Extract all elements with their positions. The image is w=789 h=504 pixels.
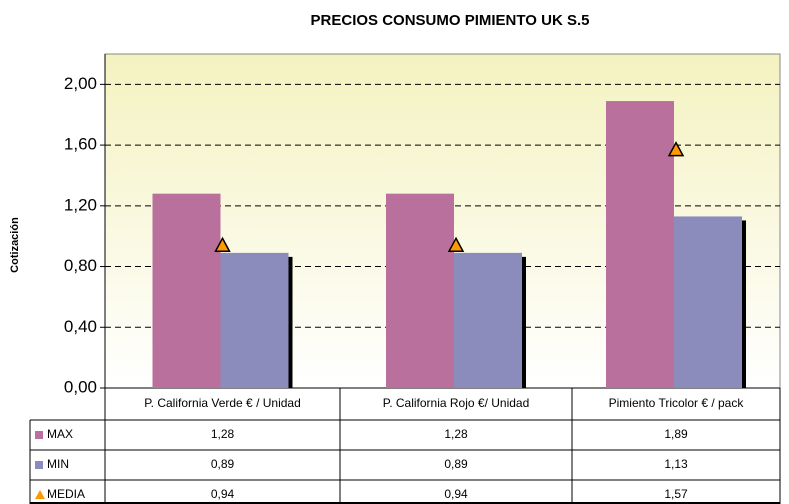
chart-title: PRECIOS CONSUMO PIMIENTO UK S.5 [311,12,590,29]
marker [447,236,465,253]
y-tick-label: 0,00 [64,377,97,396]
x-tick-label: P. California Rojo €/ Unidad [383,396,530,410]
y-tick-label: 1,60 [64,135,97,154]
bar [152,193,221,388]
table-value: 1,28 [211,427,235,441]
marker [667,141,685,157]
bar [386,193,454,388]
table-value: 1,89 [664,427,688,441]
x-tick-label: P. California Verde € / Unidad [144,396,301,410]
legend-label: MAX [47,427,73,441]
y-tick-label: 0,80 [64,256,97,275]
bar [454,252,522,388]
y-tick-label: 0,40 [64,317,97,336]
table-value: 1,13 [664,457,688,471]
table-value: 1,28 [444,427,468,441]
y-tick-label: 1,20 [64,195,97,214]
legend-key [35,431,43,439]
legend-label: MIN [47,457,69,471]
bar-shadow [288,256,293,388]
table-value: 0,89 [211,457,235,471]
bar [220,252,289,388]
bar [674,216,742,388]
y-axis-label: Cotización [9,217,21,273]
bar-shadow [522,256,526,388]
table-value: 0,89 [444,457,468,471]
marker [214,236,231,253]
x-tick-label: Pimiento Tricolor € / pack [609,396,745,410]
bar-shadow [742,220,746,388]
y-tick-label: 2,00 [64,74,97,93]
table-value: 0,94 [211,487,235,501]
legend-key [35,461,43,469]
legend-label: MEDIA [47,487,85,501]
table-value: 0,94 [444,487,468,501]
bar [606,101,674,389]
legend-key [35,490,45,499]
table-value: 1,57 [664,487,688,501]
